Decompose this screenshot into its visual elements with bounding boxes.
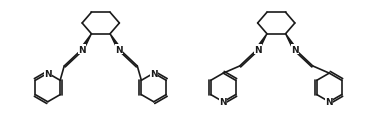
Text: N: N (78, 45, 86, 54)
Polygon shape (110, 34, 121, 51)
Text: N: N (325, 97, 333, 106)
Text: N: N (150, 69, 158, 78)
Polygon shape (285, 34, 296, 51)
Text: N: N (44, 69, 52, 78)
Polygon shape (256, 34, 267, 51)
Text: N: N (219, 97, 227, 106)
Polygon shape (81, 34, 92, 51)
Text: N: N (291, 45, 299, 54)
Text: N: N (254, 45, 261, 54)
Text: N: N (116, 45, 123, 54)
